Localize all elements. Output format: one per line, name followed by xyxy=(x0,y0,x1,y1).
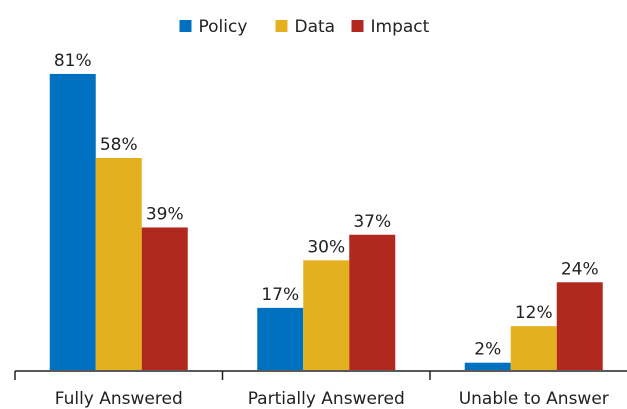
data-label: 81% xyxy=(54,51,92,71)
legend-label: Data xyxy=(295,17,336,37)
bar xyxy=(49,73,96,370)
bar xyxy=(510,326,557,370)
x-tick-label: Fully Answered xyxy=(55,389,183,409)
data-label: 30% xyxy=(307,237,345,257)
legend-swatch xyxy=(275,20,288,32)
data-label: 17% xyxy=(261,285,299,305)
x-tick-label: Partially Answered xyxy=(248,389,405,409)
data-label: 12% xyxy=(515,303,553,323)
legend-swatch xyxy=(351,20,364,32)
bar xyxy=(464,362,511,370)
x-tick-label: Unable to Answer xyxy=(459,389,609,409)
bar xyxy=(349,234,396,370)
data-label: 58% xyxy=(100,135,138,155)
bar xyxy=(141,227,188,370)
data-label: 24% xyxy=(561,259,599,279)
data-label: 37% xyxy=(353,212,391,232)
bar xyxy=(556,282,603,370)
legend-label: Impact xyxy=(371,17,430,37)
bar xyxy=(257,307,304,370)
legend-label: Policy xyxy=(199,17,248,37)
legend-swatch xyxy=(179,20,192,32)
data-label: 39% xyxy=(146,204,184,224)
bar xyxy=(95,158,142,370)
bar xyxy=(303,260,350,370)
data-label: 2% xyxy=(474,340,501,360)
